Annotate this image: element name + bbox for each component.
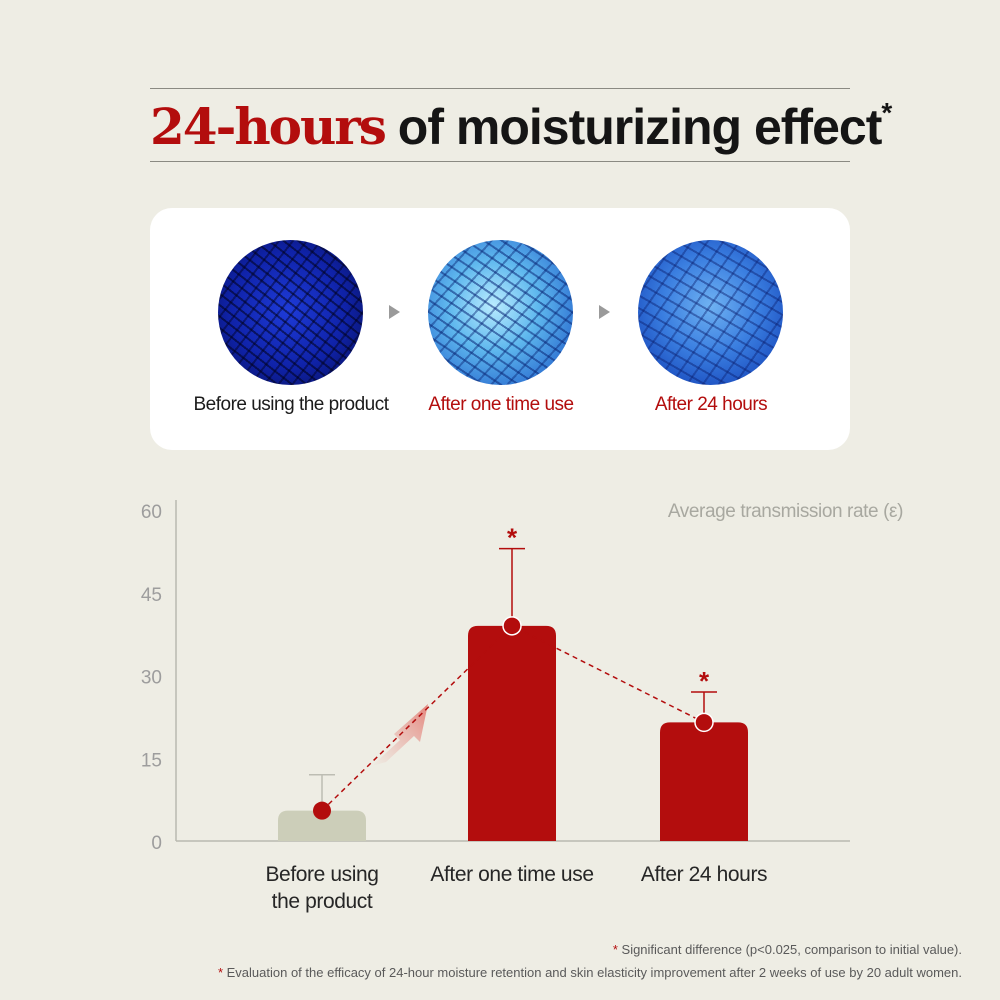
footnote-evaluation: * Evaluation of the efficacy of 24-hour … — [217, 965, 962, 980]
y-tick-label: 45 — [141, 585, 162, 606]
data-point — [313, 801, 331, 820]
title-block: 24-hours of moisturizing effect* — [150, 88, 892, 162]
page-title: 24-hours of moisturizing effect* — [150, 97, 892, 156]
data-point — [502, 616, 522, 636]
transmission-bar-chart: 0 15 30 45 60 Average transmission rate (ε) * *… — [141, 500, 903, 913]
title-asterisk: * — [881, 97, 892, 128]
title-highlight: 24-hours — [150, 97, 387, 156]
title-rest: of moisturizing effect — [384, 99, 883, 155]
arrow-right-icon — [389, 305, 400, 319]
significance-asterisk: * — [699, 666, 710, 696]
bar — [660, 722, 748, 841]
y-tick-label: 15 — [141, 750, 162, 771]
caption-after-one-use: After one time use — [428, 394, 574, 415]
bar — [278, 810, 366, 841]
data-point — [694, 712, 714, 733]
bar — [468, 625, 556, 841]
skin-comparison-panel: Before using the product After one time … — [150, 208, 850, 450]
y-axis-label: Average transmission rate (ε) — [668, 501, 903, 522]
footnote-significance: * Significant difference (p<0.025, compa… — [612, 942, 962, 957]
skin-image-after-24-hours — [638, 240, 783, 385]
caption-after-24-hours: After 24 hours — [654, 394, 768, 415]
arrow-right-icon — [599, 305, 610, 319]
x-tick-label: Before using the product — [265, 863, 378, 913]
x-tick-label: After one time use — [430, 863, 593, 886]
skin-image-before — [218, 240, 363, 385]
y-tick-label: 30 — [141, 668, 162, 689]
y-tick-label: 60 — [141, 502, 162, 523]
x-tick-label: After 24 hours — [641, 863, 767, 886]
skin-image-after-one-use — [428, 240, 573, 385]
footnotes: * Significant difference (p<0.025, compa… — [218, 938, 962, 984]
significance-asterisk: * — [507, 523, 518, 553]
caption-before: Before using the product — [193, 394, 389, 415]
y-tick-label: 0 — [151, 833, 162, 854]
